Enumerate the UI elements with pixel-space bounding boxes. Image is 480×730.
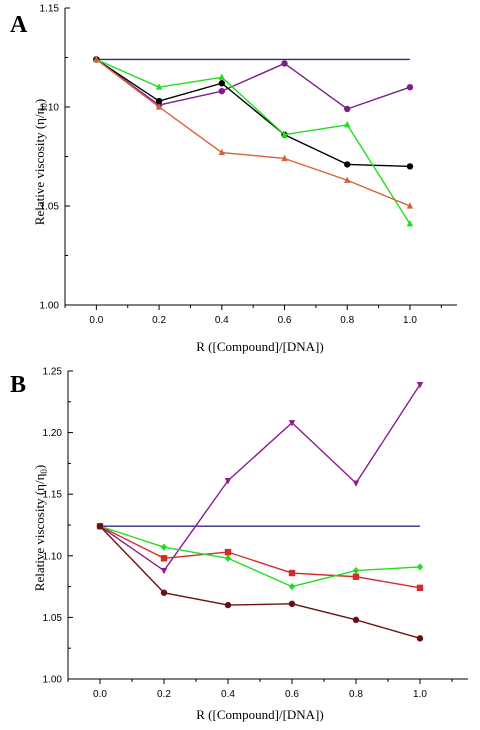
data-point-a-1-5 <box>406 84 414 91</box>
y-tick-label-b-1: 1.05 <box>43 613 63 624</box>
x-axis-title-a: R ([Compound]/[DNA]) <box>196 339 323 354</box>
series-line-a-2 <box>95 58 410 168</box>
data-point-b-2-3 <box>288 569 296 577</box>
y-axis-title-b: Relative viscosity (η/η0) <box>32 465 49 591</box>
y-axis-title-b-sub: 0 <box>39 469 49 474</box>
data-point-b-2-2 <box>224 548 232 556</box>
x-tick-label-b-2: 0.4 <box>221 689 235 700</box>
data-point-a-1-4 <box>344 105 351 113</box>
y-tick-label-b-4: 1.20 <box>43 428 63 439</box>
data-point-a-1-3 <box>281 60 288 67</box>
series-line-b-2 <box>99 525 421 589</box>
panel-label-b: B <box>10 372 26 398</box>
data-point-b-4-4 <box>352 616 360 624</box>
x-axis-title-b: R ([Compound]/[DNA]) <box>196 707 323 722</box>
x-tick-label-a-5: 1.0 <box>403 315 417 326</box>
data-point-a-2-4 <box>344 161 351 168</box>
data-point-a-3-5 <box>406 220 414 227</box>
y-axis-title-a: Relative viscosity (η/η0) <box>32 99 49 225</box>
y-axis-title-a-main: Relative viscosity (η/η <box>32 107 47 225</box>
x-tick-label-a-3: 0.6 <box>278 315 292 326</box>
plot-area-a: 1.00 1.05 1.10 1.15 0.0 0.2 0.4 0.6 0.8 1.0 <box>40 4 457 326</box>
y-tick-label-b-5: 1.25 <box>43 367 63 378</box>
series-line-b-1 <box>99 384 421 572</box>
data-point-b-1-2 <box>224 478 232 485</box>
y-axis-title-a-tail: ) <box>32 99 47 103</box>
x-tick-label-b-1: 0.2 <box>157 689 171 700</box>
data-point-b-2-4 <box>352 573 360 580</box>
x-tick-label-a-2: 0.4 <box>215 315 229 326</box>
data-point-a-3-1 <box>155 83 163 90</box>
series-line-b-4 <box>99 525 421 640</box>
y-axis-title-b-tail: ) <box>32 465 47 469</box>
data-point-a-4-2 <box>218 148 225 156</box>
chart-panel-b: B 1.001.051.101.151.201.250.0 0.2 0.4 0.6 0.… <box>10 367 468 722</box>
data-point-b-3-2 <box>224 554 232 562</box>
data-point-a-4-5 <box>406 202 414 209</box>
data-point-b-1-4 <box>352 480 360 487</box>
y-tick-label-a-1: 1.05 <box>40 202 60 213</box>
data-point-b-1-5 <box>416 381 424 389</box>
x-tick-label-a-4: 0.8 <box>340 315 354 326</box>
y-tick-label-b-2: 1.10 <box>43 551 63 562</box>
panel-label-a: A <box>10 12 28 38</box>
plot-area-b: 1.00 1.05 1.10 1.15 1.20 1.25 0.0 0.2 0.4 0.6 0.8 1… <box>43 367 468 700</box>
y-tick-label-a-2: 1.10 <box>40 103 60 114</box>
series-line-a-4 <box>95 58 411 207</box>
data-point-a-3-4 <box>344 121 351 128</box>
y-axis-title-b-main: Relative viscosity (η/η <box>32 473 47 591</box>
data-point-a-2-5 <box>406 163 414 170</box>
data-point-b-1-3 <box>288 420 296 427</box>
series-line-a-1 <box>95 58 411 110</box>
data-point-a-3-2 <box>218 73 225 80</box>
data-point-b-2-1 <box>160 555 168 562</box>
data-point-b-3-5 <box>416 563 424 571</box>
y-tick-label-b-0: 1.00 <box>43 675 63 686</box>
data-point-a-2-1 <box>155 97 163 105</box>
data-point-a-2-2 <box>218 80 225 87</box>
data-point-b-1-1 <box>160 567 168 575</box>
y-tick-label-b-3: 1.15 <box>43 490 63 501</box>
y-tick-label-a-3: 1.15 <box>40 4 60 15</box>
data-point-b-4-5 <box>416 635 424 642</box>
data-point-a-4-3 <box>281 154 288 162</box>
data-point-b-3-3 <box>288 582 296 591</box>
y-axis-title-a-sub: 0 <box>39 103 49 108</box>
data-point-b-4-1 <box>160 589 168 596</box>
x-tick-label-a-1: 0.2 <box>152 315 166 326</box>
series-line-a-3 <box>96 58 411 225</box>
data-point-a-4-4 <box>344 176 351 183</box>
data-point-b-2-5 <box>416 584 424 592</box>
x-tick-label-b-3: 0.6 <box>285 689 299 700</box>
data-point-a-1-2 <box>218 87 225 95</box>
data-point-b-3-1 <box>160 543 168 551</box>
data-point-b-4-3 <box>288 600 296 608</box>
chart-panel-a: A 1.00 1.05 1.10 1.15 0.0 0.2 0.4 0.6 0.8 1.0 R (… <box>10 4 457 354</box>
x-tick-label-b-5: 1.0 <box>413 689 427 700</box>
data-point-a-3-3 <box>281 130 288 138</box>
data-point-a-4-0 <box>93 55 100 63</box>
data-point-b-4-2 <box>224 601 232 609</box>
x-tick-label-b-0: 0.0 <box>93 689 107 700</box>
series-line-b-3 <box>99 525 421 588</box>
x-tick-label-a-0: 0.0 <box>89 315 103 326</box>
y-tick-label-a-0: 1.00 <box>40 301 60 312</box>
x-tick-label-b-4: 0.8 <box>349 689 363 700</box>
data-point-b-3-4 <box>352 566 360 575</box>
data-point-b-4-0 <box>96 523 104 530</box>
data-point-a-4-1 <box>155 103 163 110</box>
